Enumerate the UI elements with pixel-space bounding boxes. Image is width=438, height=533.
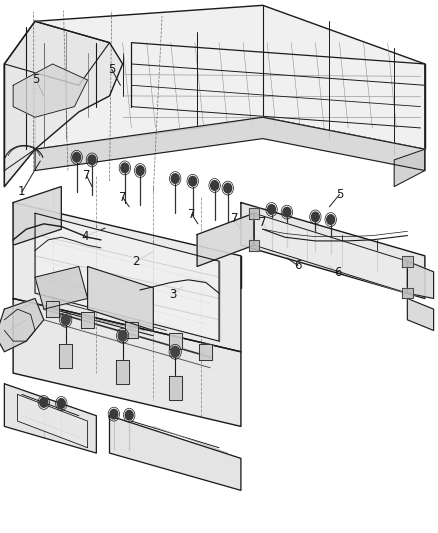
Polygon shape	[116, 360, 129, 384]
Polygon shape	[199, 344, 212, 360]
Circle shape	[136, 166, 144, 175]
Polygon shape	[81, 312, 94, 328]
Text: 7: 7	[188, 208, 196, 221]
Text: 6: 6	[294, 259, 302, 272]
Text: 3: 3	[170, 288, 177, 301]
Polygon shape	[46, 301, 59, 317]
Circle shape	[88, 155, 96, 165]
Polygon shape	[13, 64, 88, 117]
Circle shape	[268, 205, 276, 214]
Circle shape	[121, 163, 129, 173]
Polygon shape	[4, 21, 123, 187]
Circle shape	[171, 174, 179, 183]
Text: 1: 1	[18, 185, 26, 198]
Circle shape	[171, 346, 180, 357]
Circle shape	[224, 183, 232, 193]
Text: 5: 5	[108, 63, 115, 76]
Text: 7: 7	[83, 169, 91, 182]
Polygon shape	[13, 187, 61, 245]
Polygon shape	[254, 213, 407, 293]
Polygon shape	[169, 376, 182, 400]
Circle shape	[110, 409, 118, 419]
Circle shape	[61, 314, 70, 325]
Circle shape	[125, 410, 133, 420]
Polygon shape	[407, 298, 434, 330]
Circle shape	[327, 215, 335, 224]
Polygon shape	[13, 298, 241, 426]
Polygon shape	[13, 203, 241, 352]
Polygon shape	[394, 149, 425, 187]
Polygon shape	[35, 5, 425, 149]
Text: 7: 7	[259, 216, 267, 229]
Polygon shape	[35, 266, 88, 309]
Polygon shape	[4, 384, 96, 453]
Text: 5: 5	[336, 188, 343, 201]
Polygon shape	[4, 21, 109, 85]
Polygon shape	[18, 394, 88, 448]
Circle shape	[118, 330, 127, 341]
Circle shape	[311, 212, 319, 222]
Polygon shape	[35, 117, 425, 171]
Circle shape	[283, 207, 291, 217]
Polygon shape	[88, 266, 153, 330]
Text: 7: 7	[119, 191, 127, 204]
Circle shape	[211, 181, 219, 190]
Polygon shape	[59, 344, 72, 368]
Circle shape	[40, 398, 48, 407]
Text: 5: 5	[32, 74, 39, 86]
Circle shape	[189, 176, 197, 186]
Polygon shape	[169, 333, 182, 349]
Polygon shape	[402, 256, 413, 266]
Text: 4: 4	[81, 230, 89, 243]
Polygon shape	[249, 240, 259, 251]
Polygon shape	[110, 416, 241, 490]
Polygon shape	[125, 322, 138, 338]
Text: 7: 7	[230, 212, 238, 225]
Polygon shape	[241, 203, 425, 298]
Circle shape	[57, 399, 65, 408]
Polygon shape	[4, 21, 35, 187]
Polygon shape	[249, 208, 259, 219]
Text: 2: 2	[132, 255, 140, 268]
Text: 6: 6	[334, 266, 342, 279]
Polygon shape	[407, 261, 434, 298]
Polygon shape	[35, 213, 219, 341]
Polygon shape	[197, 213, 254, 266]
Polygon shape	[0, 298, 44, 352]
Circle shape	[73, 152, 81, 162]
Polygon shape	[402, 288, 413, 298]
